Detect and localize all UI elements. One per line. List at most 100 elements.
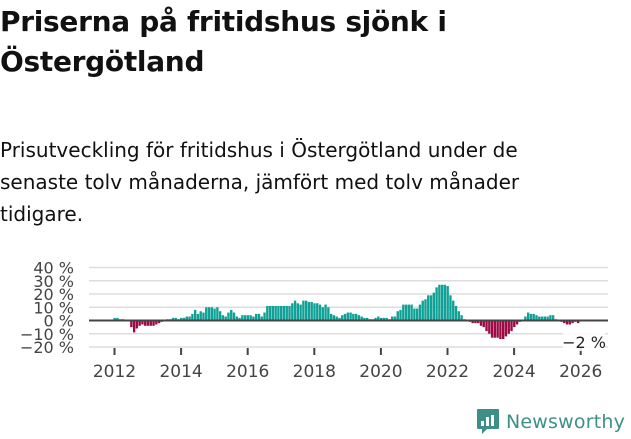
bar-negative [502, 320, 505, 340]
bar-negative [565, 320, 569, 325]
bar-positive [199, 311, 202, 321]
bar-negative [510, 320, 513, 332]
x-tick-label: 2024 [492, 362, 535, 382]
x-tick-label: 2018 [293, 362, 336, 382]
bar-positive [313, 303, 316, 321]
bar-positive [243, 315, 247, 321]
y-tick-label: 40 % [33, 259, 74, 278]
bar-positive [551, 315, 555, 321]
bar-positive [532, 313, 535, 321]
bar-negative [130, 320, 133, 328]
bar-positive [329, 313, 333, 321]
bar-negative [141, 320, 144, 325]
chart-title: Priserna på fritidshus sjönk i Östergötl… [0, 5, 447, 78]
y-tick-label: 10 % [33, 298, 74, 317]
bar-positive [341, 315, 344, 321]
bar-positive [224, 316, 227, 321]
bar-positive [238, 317, 241, 321]
bar-positive [116, 317, 119, 321]
bar-positive [255, 313, 258, 321]
bar-positive [535, 315, 538, 321]
bar-positive [385, 317, 388, 321]
chart-subtitle: Prisutveckling för fritidshus i Östergöt… [0, 138, 520, 226]
bar-positive [424, 299, 427, 321]
bar-positive [246, 315, 250, 321]
bar-positive [263, 312, 266, 321]
gridlines [89, 266, 608, 348]
bar-positive [218, 311, 222, 321]
bar-positive [357, 315, 361, 321]
bar-positive [335, 316, 338, 321]
bar-positive [546, 316, 549, 321]
bar-negative [504, 320, 508, 337]
bar-positive [307, 301, 311, 321]
bar-negative [507, 320, 510, 334]
bar-positive [363, 317, 366, 321]
bar-positive [540, 316, 544, 321]
bar-negative [568, 320, 571, 325]
bar-positive [454, 305, 458, 321]
bar-positive [449, 295, 452, 321]
bar-positive [260, 316, 263, 321]
bar-positive [249, 315, 252, 321]
bar-negative [157, 320, 161, 324]
bar-negative [149, 320, 152, 326]
bar-positive [318, 304, 322, 321]
x-tick-label: 2022 [426, 362, 469, 382]
bar-positive [321, 307, 325, 321]
bar-positive [379, 317, 383, 321]
x-axis: 2012 2014 2016 2018 2020 2022 2024 2026 [93, 348, 602, 382]
bar-positive [316, 303, 319, 321]
bar-positive [415, 308, 419, 321]
bar-positive [457, 311, 460, 321]
bar-negative [571, 320, 574, 324]
y-tick-label: 30 % [33, 272, 74, 291]
bar-positive [427, 295, 430, 321]
bar-positive [440, 284, 444, 321]
bar-positive [205, 307, 208, 321]
bar-positive [438, 284, 441, 321]
y-tick-label: −20 % [20, 338, 74, 357]
bar-positive [230, 309, 233, 321]
bar-positive [227, 312, 230, 321]
bar-positive [402, 304, 405, 321]
bar-negative [135, 320, 139, 329]
bar-positive [221, 315, 225, 321]
bar-positive [185, 316, 189, 321]
bar-positive [296, 303, 300, 321]
bar-positive [399, 309, 402, 321]
bar-positive [421, 300, 424, 321]
bar-positive [410, 304, 413, 321]
bar-positive [352, 313, 355, 321]
brand-name: Newsworthy [506, 411, 626, 433]
y-axis-labels: −20 %−10 %0 %10 %20 %30 %40 % [20, 259, 74, 358]
bar-positive [257, 313, 261, 321]
bar-positive [543, 316, 547, 321]
bar-negative [515, 320, 519, 325]
bar-positive [207, 307, 211, 321]
bar-positive [327, 307, 330, 321]
bar-positive [285, 305, 288, 321]
bar-positive [252, 316, 255, 321]
bar-positive [538, 316, 541, 321]
bar-positive [216, 307, 219, 321]
bar-negative [474, 320, 477, 324]
bar-positive [191, 313, 194, 321]
bar-positive [282, 305, 286, 321]
bar-chart: −20 %−10 %0 %10 %20 %30 %40 % 2012 2014 20… [20, 259, 608, 382]
last-value-label: −2 % [562, 333, 606, 352]
bar-positive [332, 315, 336, 321]
bar-positive [343, 313, 347, 321]
bar-positive [460, 315, 463, 321]
bar-positive [377, 316, 380, 321]
bars [113, 284, 580, 340]
x-tick-label: 2012 [93, 362, 136, 382]
bar-positive [113, 317, 116, 321]
bar-positive [188, 316, 191, 321]
bar-negative [132, 320, 136, 333]
bar-positive [443, 284, 447, 321]
bar-positive [418, 304, 422, 321]
bar-negative [152, 320, 155, 326]
x-tick-label: 2016 [226, 362, 269, 382]
x-tick-label: 2020 [359, 362, 402, 382]
